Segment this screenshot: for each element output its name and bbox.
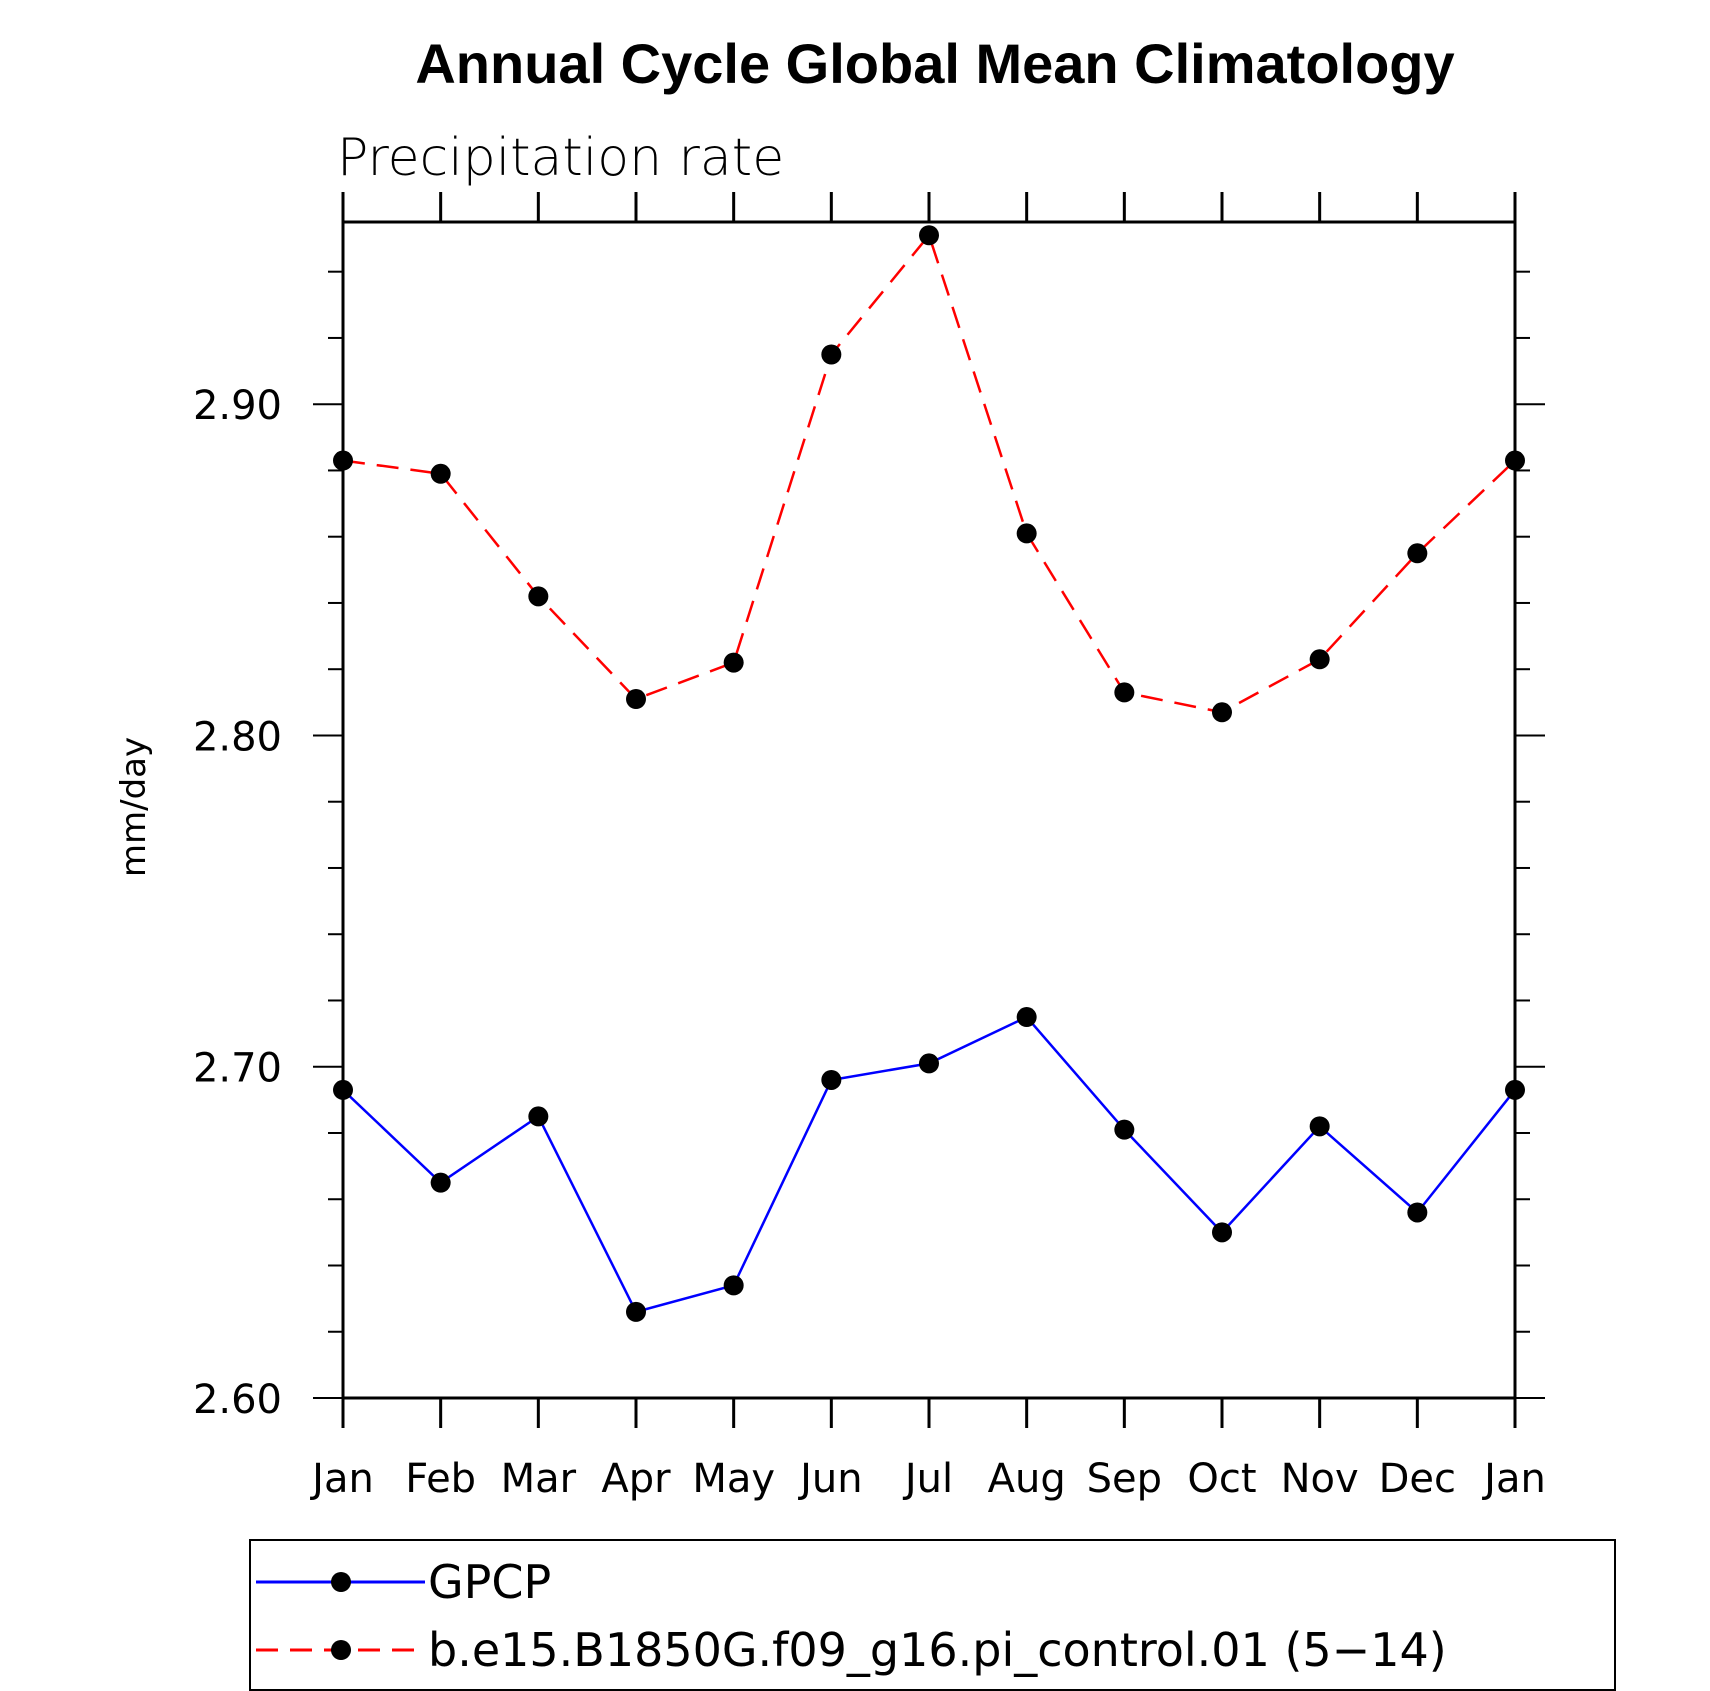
series-0-point	[1212, 1222, 1232, 1243]
series-1-point	[1505, 450, 1525, 471]
y-tick-label: 2.90	[193, 383, 282, 429]
x-tick-label: Jul	[902, 1456, 953, 1502]
x-tick-label: May	[692, 1456, 775, 1502]
series-1-point	[1016, 523, 1037, 544]
x-tick-label: Dec	[1379, 1456, 1456, 1502]
series-0-point	[626, 1301, 646, 1322]
legend-box	[249, 1539, 1616, 1691]
legend-label-gpcp: GPCP	[428, 1555, 551, 1609]
series-0-point	[1114, 1119, 1135, 1140]
series-0-point	[821, 1069, 842, 1090]
series-1-point	[723, 652, 744, 673]
series-0-point	[430, 1172, 451, 1193]
y-tick-labels: 2.60 2.70 2.80 2.90	[193, 383, 282, 1423]
series-layer	[333, 225, 1525, 1322]
series-0-point	[723, 1275, 744, 1296]
legend-label-model: b.e15.B1850G.f09_g16.pi_control.01 (5−14…	[428, 1623, 1447, 1677]
series-1-point	[626, 689, 646, 710]
series-1-point	[919, 225, 939, 246]
series-0-point	[1016, 1007, 1037, 1028]
series-1-point	[1212, 702, 1232, 723]
series-0-point	[528, 1106, 549, 1127]
x-tick-label: Mar	[501, 1456, 577, 1502]
series-1-point	[333, 450, 353, 471]
x-tick-label: Feb	[405, 1456, 476, 1502]
plot-frame	[341, 220, 1517, 1400]
x-tick-label: Sep	[1087, 1456, 1162, 1502]
x-tick-label: Nov	[1281, 1456, 1359, 1502]
series-1-point	[1407, 543, 1428, 564]
series-1-point	[1309, 649, 1330, 670]
legend-marker-gpcp	[331, 1572, 351, 1592]
series-1-point	[821, 344, 842, 365]
series-0-point	[1309, 1116, 1330, 1137]
y-tick-label: 2.60	[193, 1377, 282, 1423]
series-0-point	[333, 1079, 353, 1100]
series-1-point	[528, 586, 549, 607]
axis-ticks	[313, 192, 1545, 1428]
x-tick-label: Oct	[1187, 1456, 1256, 1502]
chart-subtitle: Precipitation rate	[337, 128, 784, 188]
x-tick-label: Jun	[797, 1456, 863, 1502]
y-tick-label: 2.70	[193, 1046, 282, 1092]
x-tick-label: Jan	[1481, 1456, 1546, 1502]
x-tick-label: Apr	[601, 1456, 671, 1502]
series-1-point	[1114, 682, 1135, 703]
series-line-1	[342, 232, 1516, 714]
x-tick-label: Jan	[309, 1456, 374, 1502]
legend: GPCP b.e15.B1850G.f09_g16.pi_control.01 …	[249, 1539, 1616, 1691]
y-axis-label: mm/day	[114, 737, 154, 877]
legend-marker-model	[331, 1640, 351, 1660]
series-0-point	[919, 1053, 939, 1074]
series-0-point	[1505, 1079, 1525, 1100]
series-0-point	[1407, 1202, 1428, 1223]
x-tick-labels: Jan Feb Mar Apr May Jun Jul Aug Sep Oct Nov Dec Jan	[309, 1456, 1546, 1502]
x-tick-label: Aug	[988, 1456, 1066, 1502]
y-tick-label: 2.80	[193, 714, 282, 760]
chart-title: Annual Cycle Global Mean Climatology	[415, 32, 1454, 95]
series-1-point	[430, 463, 451, 484]
